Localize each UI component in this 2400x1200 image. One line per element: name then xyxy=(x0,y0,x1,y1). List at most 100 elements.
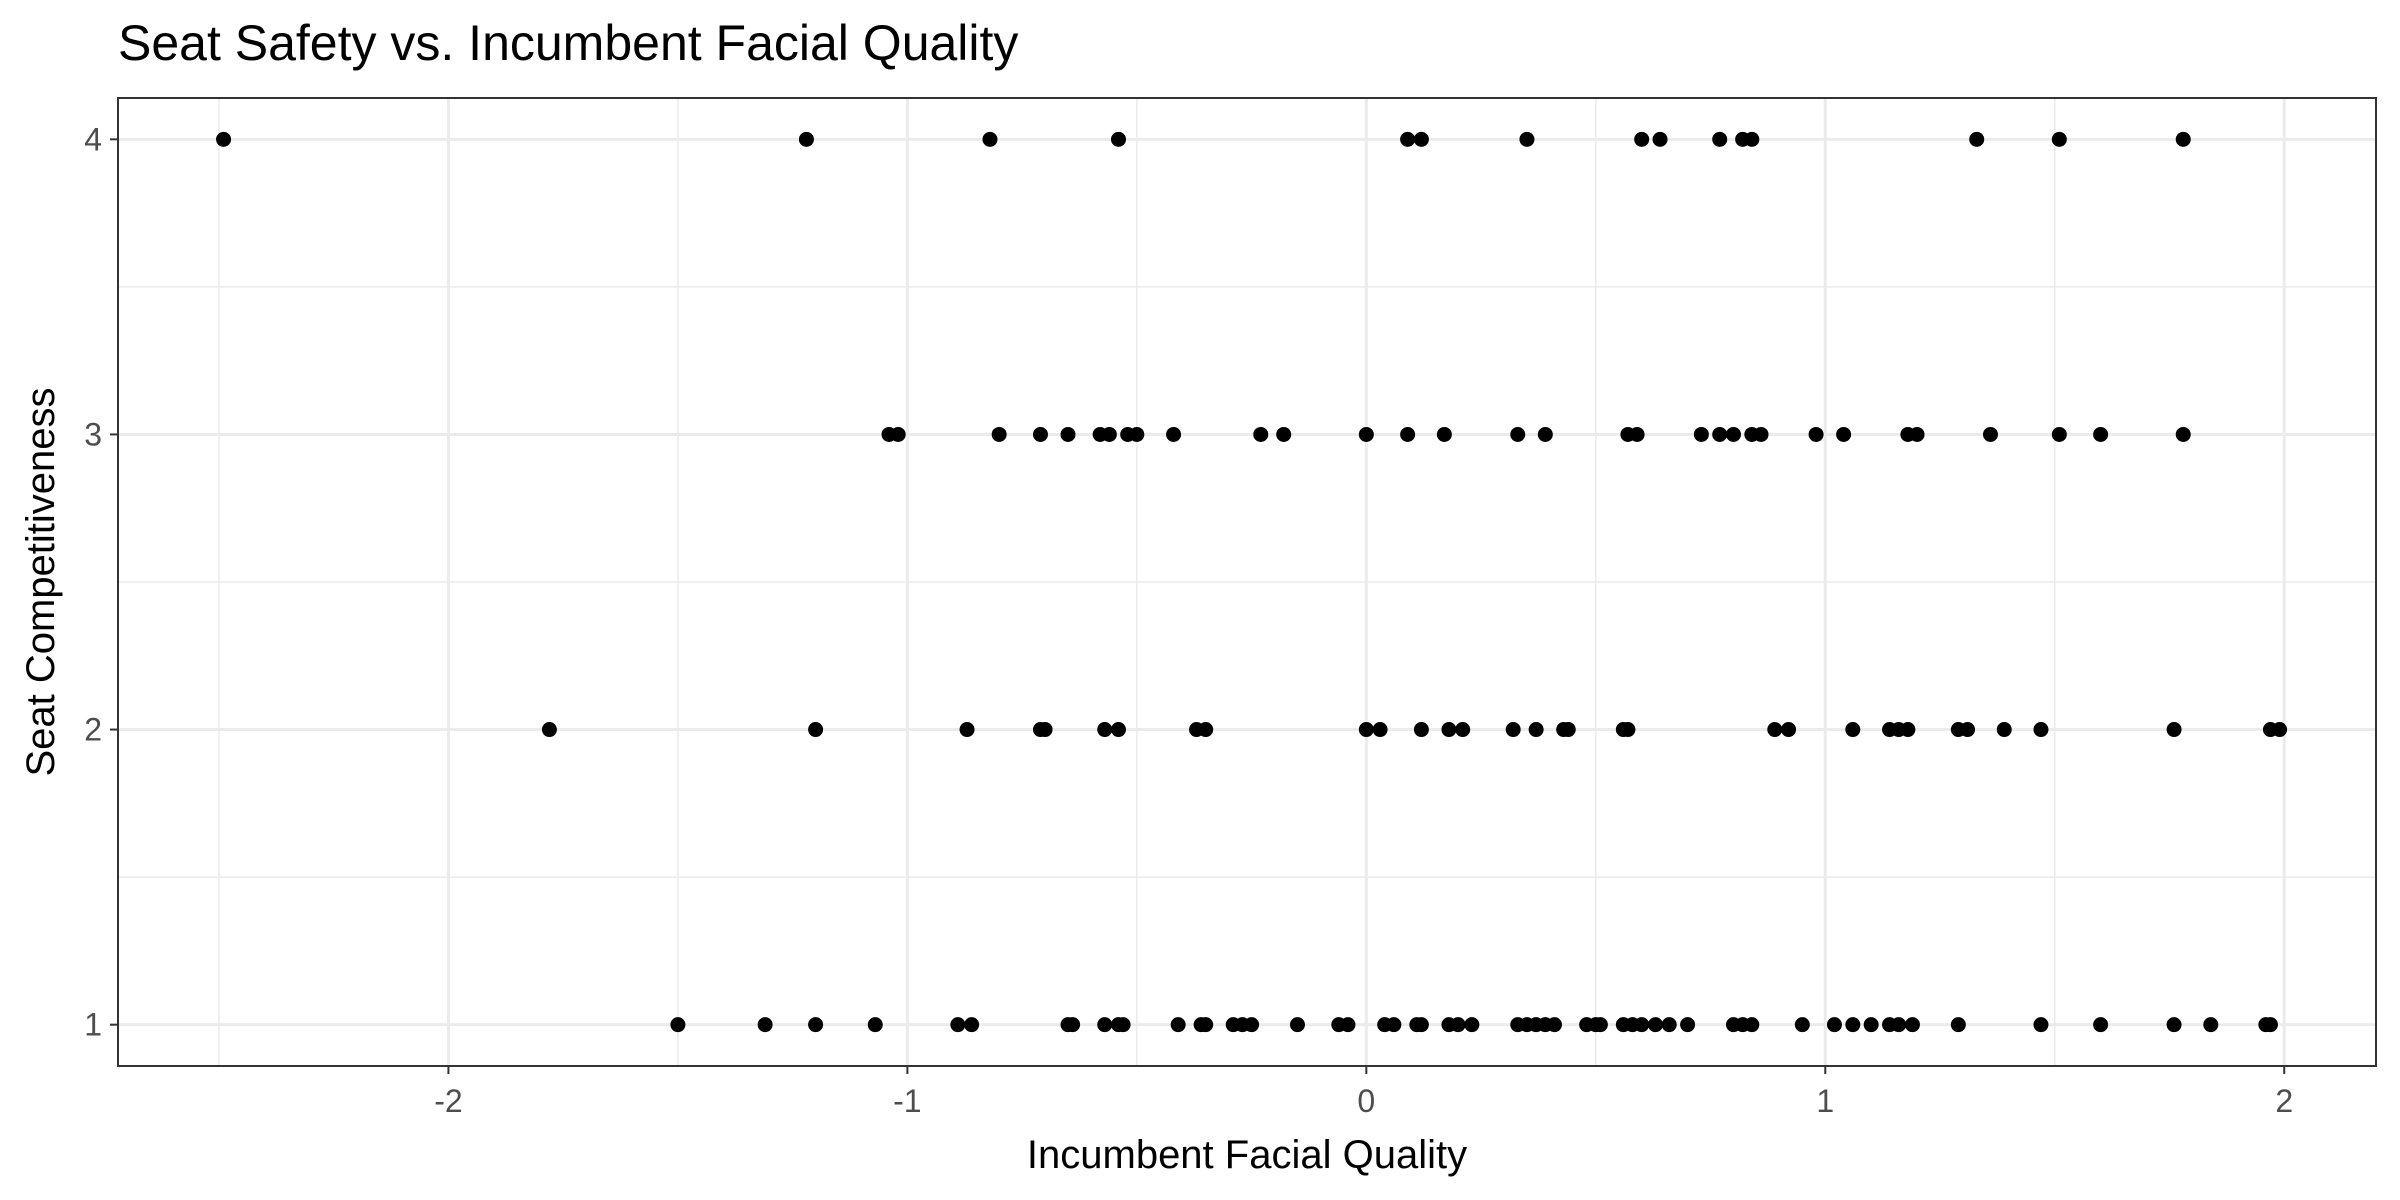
data-point xyxy=(1340,1017,1356,1033)
y-axis-label: Seat Competitiveness xyxy=(19,387,63,776)
y-axis: 1 2 3 4 xyxy=(84,121,118,1043)
data-point xyxy=(1198,722,1214,738)
x-axis: -2 -1 0 1 2 xyxy=(434,1066,2293,1119)
data-point xyxy=(1065,1017,1081,1033)
data-point xyxy=(1253,426,1269,442)
data-point xyxy=(991,426,1007,442)
data-point xyxy=(1289,1017,1305,1033)
data-point xyxy=(216,131,232,147)
data-point xyxy=(1826,1017,1842,1033)
data-point xyxy=(1037,722,1053,738)
data-point xyxy=(1358,722,1374,738)
x-tick-label: 1 xyxy=(1816,1083,1834,1119)
data-point xyxy=(1725,426,1741,442)
data-point xyxy=(1101,426,1117,442)
data-point xyxy=(1712,131,1728,147)
data-point xyxy=(2203,1017,2219,1033)
x-tick-label: -2 xyxy=(434,1083,462,1119)
x-tick-label: -1 xyxy=(893,1083,921,1119)
data-point xyxy=(1464,1017,1480,1033)
data-point xyxy=(1794,1017,1810,1033)
data-point xyxy=(1537,426,1553,442)
data-point xyxy=(1276,426,1292,442)
data-point xyxy=(1744,1017,1760,1033)
data-point xyxy=(1441,722,1457,738)
data-point xyxy=(1904,1017,1920,1033)
data-point xyxy=(1528,722,1544,738)
data-point xyxy=(1647,1017,1663,1033)
data-point xyxy=(1996,722,2012,738)
data-point xyxy=(1510,426,1526,442)
data-point xyxy=(2166,722,2182,738)
data-point xyxy=(2262,1017,2278,1033)
data-point xyxy=(541,722,557,738)
y-tick-label: 3 xyxy=(84,416,102,452)
data-point xyxy=(1413,722,1429,738)
x-axis-label: Incumbent Facial Quality xyxy=(1027,1133,1467,1177)
data-point xyxy=(1198,1017,1214,1033)
data-point xyxy=(2033,722,2049,738)
data-point xyxy=(2051,131,2067,147)
data-point xyxy=(1358,426,1374,442)
y-tick-label: 2 xyxy=(84,712,102,748)
data-point xyxy=(1634,131,1650,147)
data-point xyxy=(1505,722,1521,738)
data-point xyxy=(1767,722,1783,738)
data-point xyxy=(1950,1017,1966,1033)
data-point xyxy=(1450,1017,1466,1033)
data-point xyxy=(1170,1017,1186,1033)
data-point xyxy=(2033,1017,2049,1033)
data-point xyxy=(950,1017,966,1033)
data-point xyxy=(1909,426,1925,442)
data-point xyxy=(1845,722,1861,738)
data-point xyxy=(1413,1017,1429,1033)
data-point xyxy=(1808,426,1824,442)
data-points xyxy=(216,131,2288,1033)
data-point xyxy=(1680,1017,1696,1033)
data-point xyxy=(1629,426,1645,442)
data-point xyxy=(1519,131,1535,147)
data-point xyxy=(1634,1017,1650,1033)
y-tick-label: 1 xyxy=(84,1007,102,1043)
data-point xyxy=(890,426,906,442)
data-point xyxy=(1110,722,1126,738)
data-point xyxy=(964,1017,980,1033)
data-point xyxy=(1400,131,1416,147)
data-point xyxy=(1969,131,1985,147)
data-point xyxy=(1032,426,1048,442)
data-point xyxy=(1413,131,1429,147)
data-point xyxy=(1744,131,1760,147)
data-point xyxy=(1891,1017,1907,1033)
x-tick-label: 0 xyxy=(1357,1083,1375,1119)
data-point xyxy=(1836,426,1852,442)
data-point xyxy=(1386,1017,1402,1033)
data-point xyxy=(1900,722,1916,738)
data-point xyxy=(1455,722,1471,738)
data-point xyxy=(1097,1017,1113,1033)
data-point xyxy=(1436,426,1452,442)
data-point xyxy=(1244,1017,1260,1033)
data-point xyxy=(1560,722,1576,738)
data-point xyxy=(982,131,998,147)
data-point xyxy=(1400,426,1416,442)
minor-gridlines xyxy=(118,98,2376,1066)
x-tick-label: 2 xyxy=(2275,1083,2293,1119)
chart-title: Seat Safety vs. Incumbent Facial Quality xyxy=(118,15,1019,71)
data-point xyxy=(867,1017,883,1033)
data-point xyxy=(1753,426,1769,442)
data-point xyxy=(1661,1017,1677,1033)
data-point xyxy=(1060,426,1076,442)
data-point xyxy=(808,722,824,738)
data-point xyxy=(670,1017,686,1033)
plot-panel-border xyxy=(117,97,2377,1067)
data-point xyxy=(1982,426,1998,442)
data-point xyxy=(2175,131,2191,147)
data-point xyxy=(808,1017,824,1033)
data-point xyxy=(1592,1017,1608,1033)
data-point xyxy=(2272,722,2288,738)
y-tick-label: 4 xyxy=(84,121,102,157)
data-point xyxy=(2166,1017,2182,1033)
data-point xyxy=(1845,1017,1861,1033)
